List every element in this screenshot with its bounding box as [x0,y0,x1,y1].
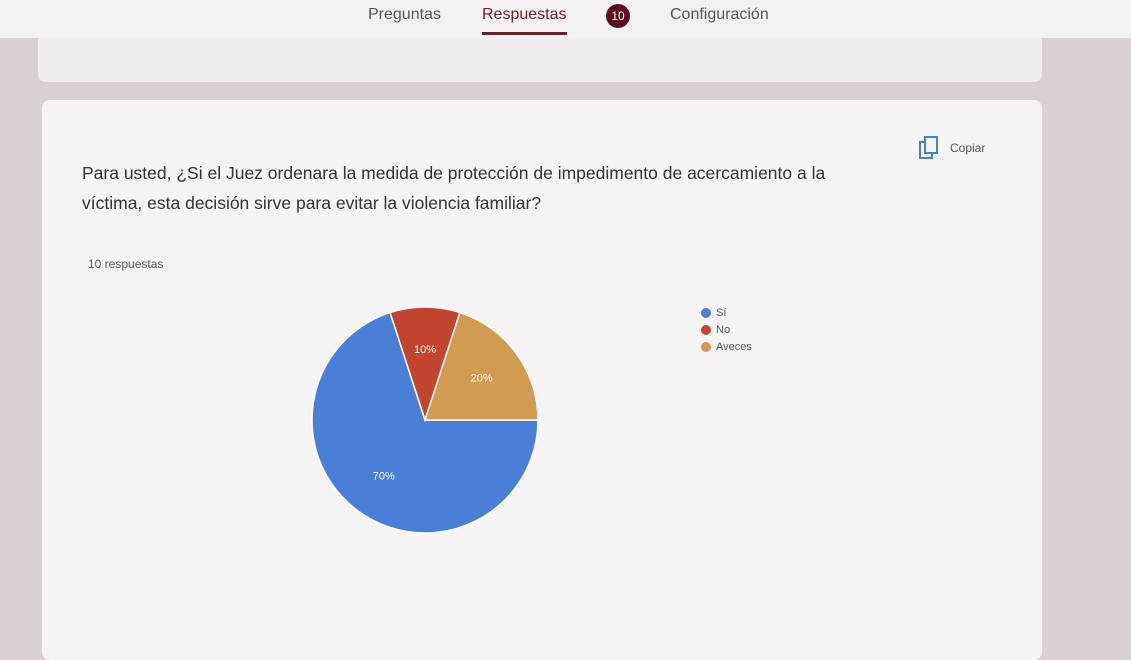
legend-swatch [701,342,711,352]
slice-label: 10% [414,344,436,356]
chart: 70% 10% 20% Sí No Aveces [0,0,1131,640]
legend-label: No [716,324,730,336]
legend-swatch [701,325,711,335]
screen: Preguntas Respuestas 10 Configuración Pa… [0,0,1131,640]
legend-label: Sí [716,307,726,319]
slice-label: 20% [471,373,493,385]
legend-swatch [701,308,711,318]
slice-label: 70% [373,471,395,483]
legend-label: Aveces [716,341,752,353]
